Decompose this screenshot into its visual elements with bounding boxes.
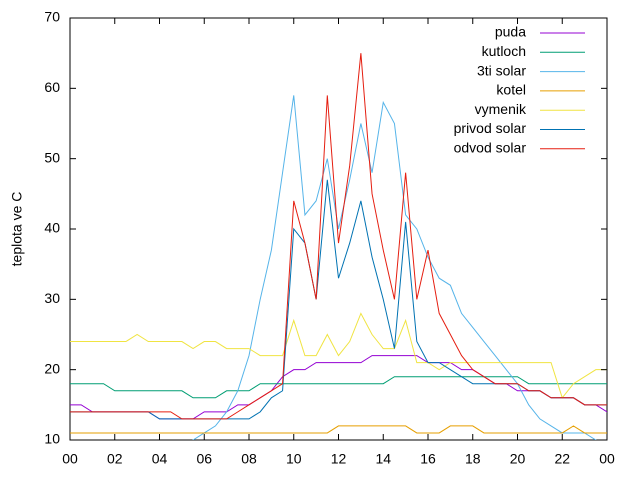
series-line [70,53,607,420]
series-line [70,355,607,420]
x-tick-label: 18 [465,451,481,467]
plot-lines [70,53,607,440]
x-tick-label: 06 [196,451,212,467]
y-tick-label: 30 [44,290,60,306]
x-tick-label: 02 [107,451,123,467]
legend-label: puda [495,24,526,40]
x-tick-label: 12 [331,451,347,467]
y-tick-label: 20 [44,360,60,376]
series-line [192,95,597,440]
x-tick-label: 00 [599,451,615,467]
x-tick-label: 04 [152,451,168,467]
y-axis-label: teplota ve C [9,192,25,267]
y-tick-label: 60 [44,79,60,95]
y-tick-label: 70 [44,9,60,25]
x-tick-label: 08 [241,451,257,467]
y-tick-label: 40 [44,220,60,236]
legend-label: vymenik [475,101,527,117]
x-tick-label: 14 [375,451,391,467]
legend-label: 3ti solar [477,62,526,78]
x-tick-label: 00 [62,451,78,467]
series-line [70,179,607,420]
y-tick-label: 10 [44,431,60,447]
series-line [70,425,607,434]
series-line [70,312,607,399]
y-tick-label: 50 [44,149,60,165]
x-tick-label: 22 [554,451,570,467]
legend-label: kutloch [482,43,526,59]
x-tick-label: 20 [510,451,526,467]
legend-label: odvod solar [454,140,527,156]
legend-label: privod solar [454,120,527,136]
x-tick-label: 16 [420,451,436,467]
x-tick-label: 10 [286,451,302,467]
legend-label: kotel [496,82,526,98]
series-line [70,376,607,399]
